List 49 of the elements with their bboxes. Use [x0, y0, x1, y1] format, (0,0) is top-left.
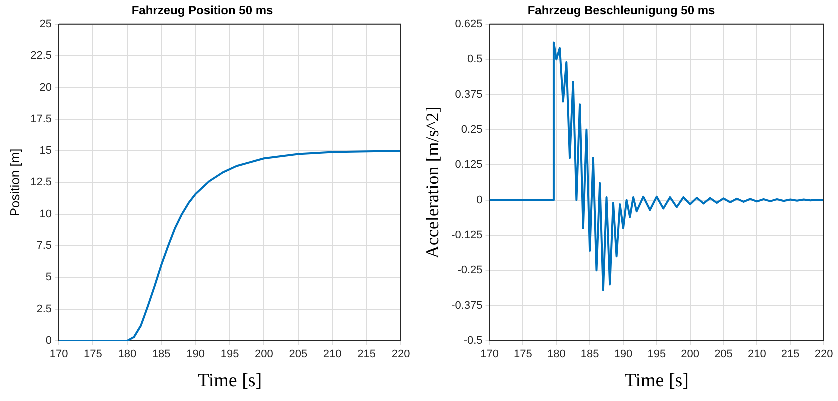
x-tick-label: 215: [358, 348, 376, 361]
y-tick-label: -0.5: [464, 335, 483, 348]
y-tick-label: -0.375: [452, 300, 483, 312]
x-tick-label: 210: [748, 348, 766, 361]
x-tick-label: 190: [186, 348, 205, 361]
y-tick-label: 2.5: [36, 303, 52, 316]
y-tick-label: 0.125: [455, 159, 483, 172]
y-tick-label: -0.25: [458, 264, 483, 277]
x-tick-label: 185: [580, 348, 600, 361]
y-tick-label: 0.25: [461, 124, 483, 136]
x-tick-label: 180: [118, 348, 137, 361]
x-tick-label: 205: [289, 348, 308, 361]
y-tick-label: 0.5: [467, 54, 483, 66]
y-tick-label: 17.5: [30, 113, 52, 126]
x-tick-label: 210: [323, 348, 342, 361]
x-tick-label: 190: [614, 348, 633, 361]
x-tick-label: 220: [392, 348, 410, 361]
y-tick-label: 7.5: [36, 240, 52, 252]
y-tick-label: 0.625: [455, 18, 483, 30]
x-tick-label: 185: [152, 348, 171, 361]
x-tick-label: 215: [781, 348, 800, 361]
y-axis-title: Position [m]: [7, 148, 22, 217]
y-tick-label: 25: [40, 18, 52, 30]
x-tick-label: 175: [514, 348, 532, 361]
x-tick-label: 220: [814, 348, 834, 361]
x-tick-label: 170: [480, 348, 499, 361]
y-tick-label: 15: [40, 145, 52, 158]
x-tick-label: 205: [714, 348, 733, 361]
y-axis-title: Acceleration [m/s^2]: [422, 106, 443, 259]
chart-title: Fahrzeug Beschleunigung 50 ms: [528, 4, 716, 18]
chart-title: Fahrzeug Position 50 ms: [132, 4, 274, 18]
x-tick-label: 180: [547, 348, 566, 361]
x-tick-label: 170: [50, 348, 68, 361]
y-tick-label: 20: [40, 82, 52, 94]
y-tick-label: 12.5: [30, 176, 52, 189]
y-tick-label: 5: [46, 272, 52, 284]
y-tick-label: 0: [46, 335, 52, 348]
x-tick-label: 195: [220, 348, 240, 361]
x-tick-label: 200: [255, 348, 274, 361]
y-tick-label: 0.375: [455, 88, 483, 101]
y-tick-label: 10: [40, 208, 52, 220]
y-tick-label: -0.125: [452, 230, 483, 242]
x-axis-title: Time [s]: [198, 370, 262, 392]
x-tick-label: 175: [84, 348, 102, 361]
y-tick-label: 22.5: [30, 50, 52, 62]
x-axis-title: Time [s]: [624, 370, 690, 392]
x-tick-label: 200: [681, 348, 700, 361]
y-tick-label: 0: [476, 194, 483, 206]
x-tick-label: 195: [648, 348, 666, 361]
